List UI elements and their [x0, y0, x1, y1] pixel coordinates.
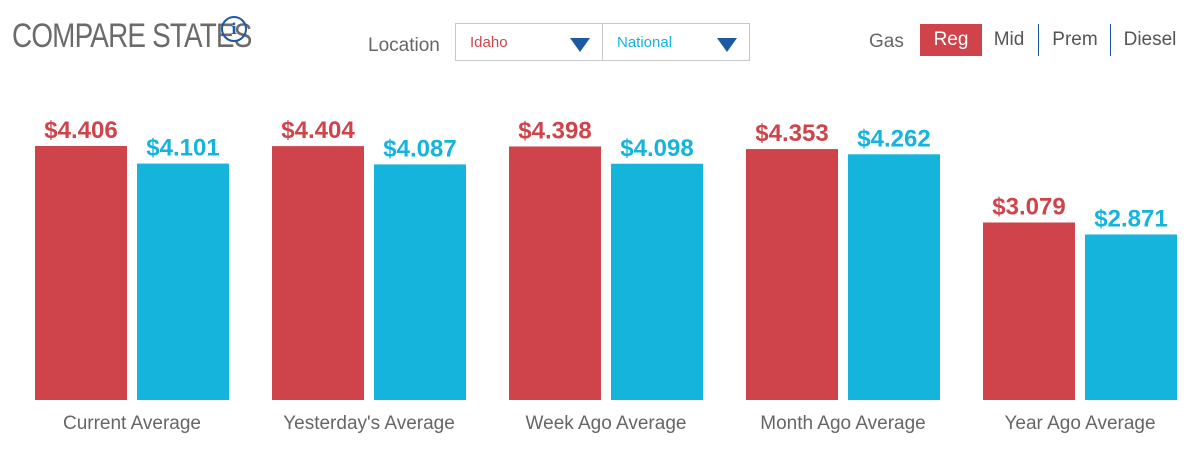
- data-label: $4.404: [281, 117, 355, 144]
- data-label: $2.871: [1094, 205, 1167, 232]
- data-label: $3.079: [992, 193, 1065, 220]
- category-label: Current Average: [63, 413, 201, 434]
- grade-button-mid[interactable]: Mid: [993, 29, 1025, 50]
- data-label: $4.406: [44, 117, 117, 144]
- data-label: $4.101: [146, 135, 219, 162]
- bar-national-2: [611, 163, 703, 400]
- grade-button-reg[interactable]: Reg: [920, 24, 982, 56]
- data-label: $4.262: [857, 125, 930, 152]
- chevron-down-icon: [570, 38, 590, 52]
- location-label: Location: [368, 35, 440, 56]
- category-label: Month Ago Average: [760, 413, 926, 434]
- state-select[interactable]: Idaho: [455, 23, 603, 61]
- state-select-value: Idaho: [470, 34, 508, 51]
- data-label: $4.353: [755, 120, 828, 147]
- bar-national-1: [374, 164, 466, 400]
- data-label: $4.087: [383, 135, 456, 162]
- compare-select[interactable]: National: [602, 23, 750, 61]
- category-label: Yesterday's Average: [283, 413, 455, 434]
- bar-national-0: [137, 163, 229, 400]
- grade-button-diesel[interactable]: Diesel: [1123, 29, 1177, 50]
- data-label: $4.398: [518, 117, 591, 144]
- grade-divider: [1110, 24, 1111, 56]
- bar-idaho-0: [35, 146, 127, 400]
- data-label: $4.098: [620, 135, 693, 162]
- bar-idaho-1: [272, 146, 364, 400]
- chevron-down-icon: [717, 38, 737, 52]
- page-title: COMPARE STATES: [12, 17, 252, 55]
- bar-national-4: [1085, 234, 1177, 400]
- bar-idaho-3: [746, 149, 838, 400]
- bar-national-3: [848, 154, 940, 400]
- compare-select-value: National: [617, 34, 673, 51]
- gas-label: Gas: [869, 31, 904, 52]
- info-icon[interactable]: i: [221, 16, 247, 42]
- category-label: Year Ago Average: [1004, 413, 1155, 434]
- bar-idaho-2: [509, 146, 601, 400]
- bar-idaho-4: [983, 222, 1075, 400]
- grade-divider: [1038, 24, 1039, 56]
- category-label: Week Ago Average: [526, 413, 687, 434]
- grade-button-prem[interactable]: Prem: [1052, 29, 1098, 50]
